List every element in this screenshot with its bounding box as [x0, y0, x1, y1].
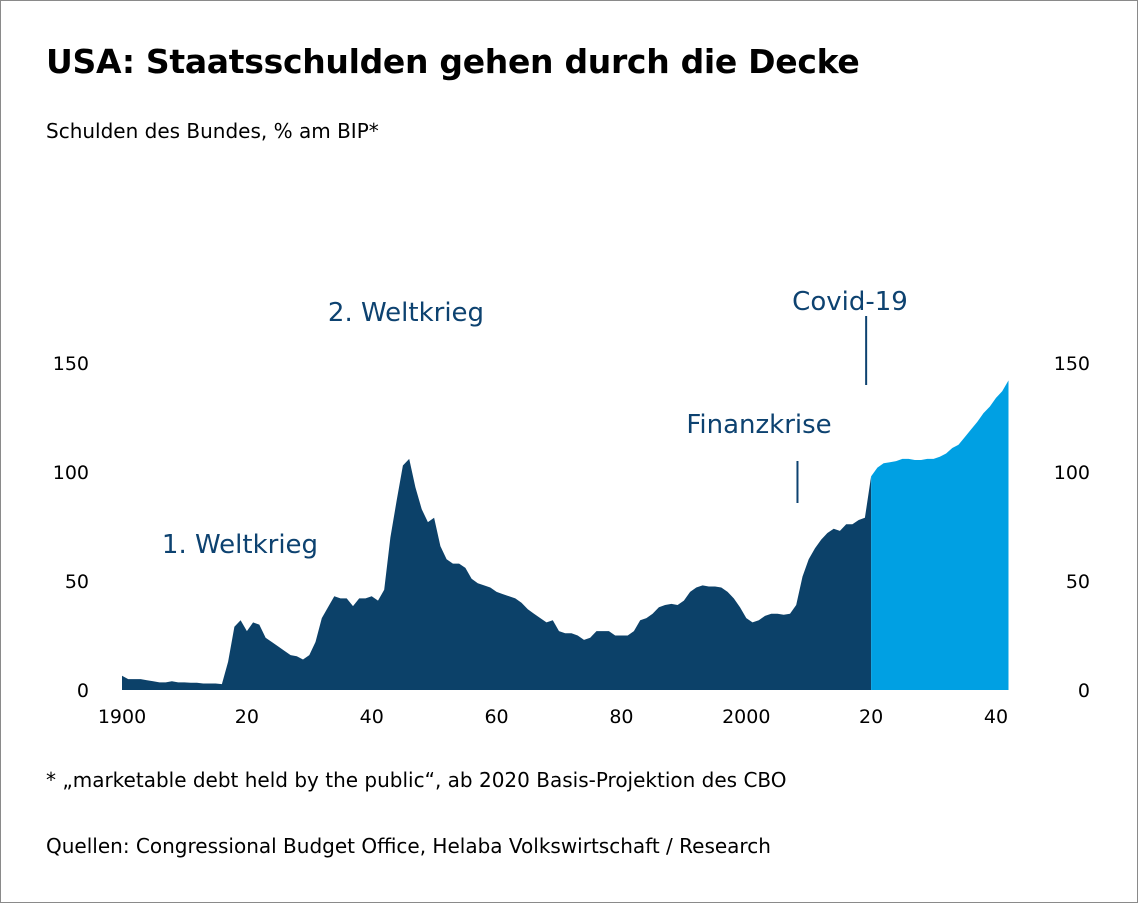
x-tick-2000: 2000 — [722, 706, 770, 728]
y-tick-left-150: 150 — [53, 353, 89, 375]
footnote: * „marketable debt held by the public“, … — [46, 768, 787, 792]
y-axis-left: 150 100 50 0 — [53, 353, 89, 702]
annotation-covid-19: Covid-19 — [792, 287, 908, 317]
annotations: 1. Weltkrieg 2. Weltkrieg Finanzkrise Covid… — [162, 287, 908, 560]
x-tick-2020: 20 — [859, 706, 883, 728]
x-tick-1900: 1900 — [98, 706, 146, 728]
x-tick-1920: 20 — [235, 706, 259, 728]
y-axis-right: 150 100 50 0 — [1054, 353, 1090, 702]
x-tick-1980: 80 — [609, 706, 633, 728]
x-tick-1940: 40 — [360, 706, 384, 728]
chart-title: USA: Staatsschulden gehen durch die Deck… — [46, 42, 860, 81]
y-tick-right-150: 150 — [1054, 353, 1090, 375]
source-note: Quellen: Congressional Budget Office, He… — [46, 834, 771, 858]
y-tick-right-50: 50 — [1066, 571, 1090, 593]
annotation-finanzkrise: Finanzkrise — [686, 410, 831, 440]
area-series-projection — [871, 380, 1009, 690]
annotation-leader-lines — [796, 316, 868, 503]
annotation-2-weltkrieg: 2. Weltkrieg — [328, 298, 484, 328]
x-tick-2040: 40 — [984, 706, 1008, 728]
y-tick-right-100: 100 — [1054, 462, 1090, 484]
y-tick-left-0: 0 — [77, 680, 89, 702]
x-tick-1960: 60 — [484, 706, 508, 728]
annotation-1-weltkrieg: 1. Weltkrieg — [162, 530, 318, 560]
chart-subtitle: Schulden des Bundes, % am BIP* — [46, 119, 379, 143]
x-axis: 1900 20 40 60 80 2000 20 40 — [98, 706, 1008, 728]
y-tick-left-50: 50 — [65, 571, 89, 593]
y-tick-left-100: 100 — [53, 462, 89, 484]
area-series-group — [122, 380, 1009, 690]
area-series-historical — [122, 458, 872, 690]
y-tick-right-0: 0 — [1078, 680, 1090, 702]
